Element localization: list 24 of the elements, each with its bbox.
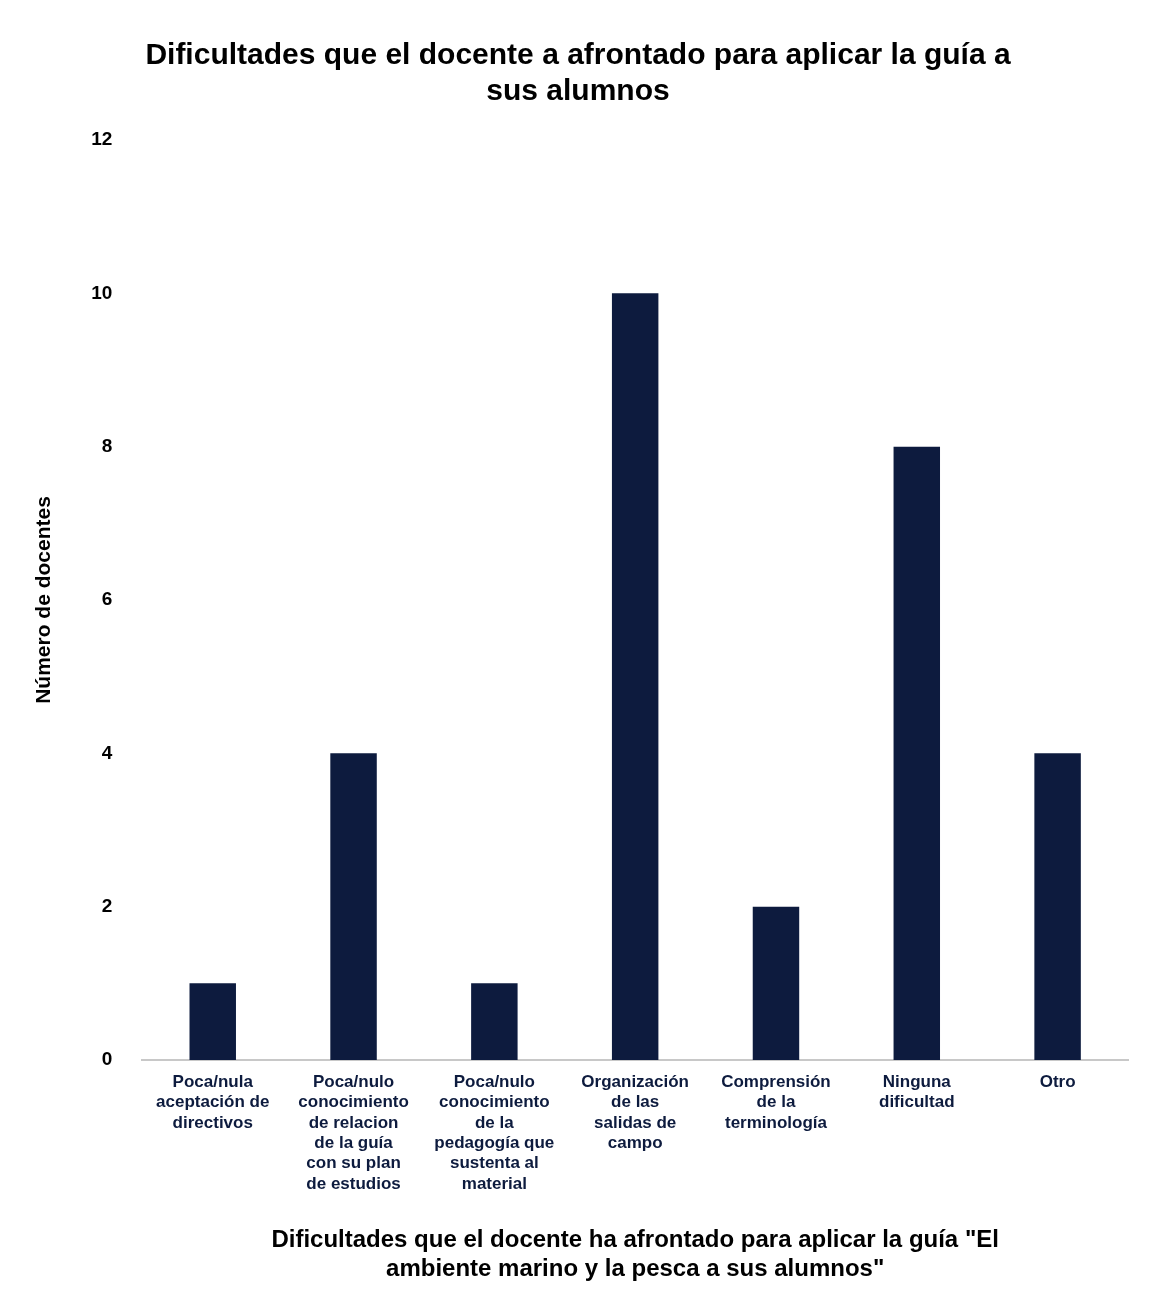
y-tick-label: 12 [91, 128, 113, 150]
y-tick-label: 0 [101, 1048, 113, 1070]
y-axis-title: Número de docentes [31, 496, 55, 704]
y-tick-label: 10 [91, 281, 113, 303]
x-tick-label: Organización de las salidas de campo [581, 1071, 690, 1153]
x-tick-label: Poca/nulo conocimiento de relacion de la guía con su plan de estudios [298, 1071, 409, 1193]
y-tick-label: 6 [101, 588, 113, 610]
y-tick-label: 4 [101, 741, 113, 763]
bar [189, 983, 236, 1060]
x-axis-title: Dificultades que el docente ha afrontado para aplicar la guía "El ambiente marino y la pesca a sus alumnos" [271, 1225, 999, 1282]
x-tick-label: Poca/nulo conocimiento de la pedagogía que sustenta al material [434, 1071, 555, 1193]
bar [893, 446, 941, 1060]
x-tick-label: Comprensión de la terminología [721, 1071, 831, 1132]
x-tick-label: Poca/nula aceptación de directivos [156, 1071, 270, 1132]
bar [752, 906, 800, 1060]
bar [330, 753, 377, 1060]
y-tick-label: 8 [101, 434, 113, 456]
bar [611, 293, 659, 1060]
bar [1034, 753, 1081, 1060]
x-tick-label: Ninguna dificultad [879, 1071, 955, 1112]
x-tick-label: Otro [1039, 1071, 1076, 1091]
chart-title: Dificultades que el docente a afrontado para aplicar la guía a sus alumnos [145, 37, 1011, 107]
bar [471, 983, 518, 1060]
y-tick-label: 2 [101, 894, 113, 916]
